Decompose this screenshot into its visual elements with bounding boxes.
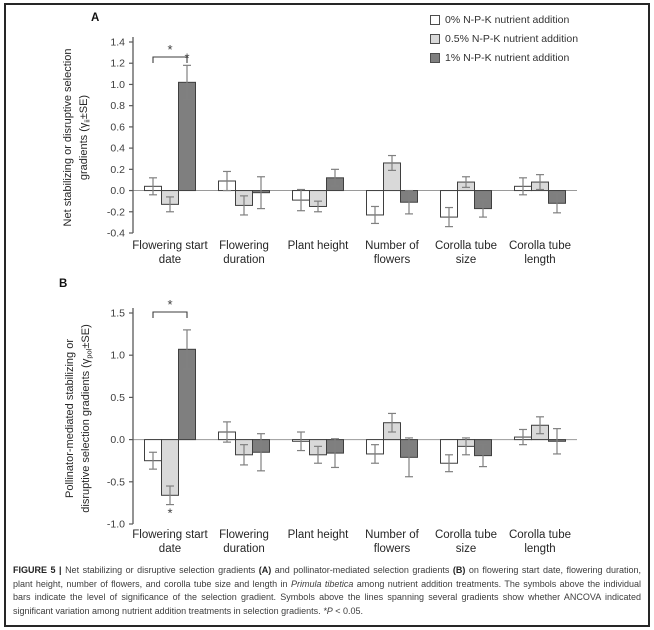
caption-segment: on flowering start date, flowering durat…	[13, 565, 642, 589]
caption-segment: among nutrient addition treatments. The …	[13, 578, 642, 616]
legend-label-05pct: 0.5% N-P-K nutrient addition	[445, 33, 579, 45]
x-category-label: Flowering	[219, 529, 269, 541]
x-category-label: duration	[223, 543, 265, 555]
significance-bracket	[152, 56, 188, 63]
legend-swatch-0pct	[430, 15, 440, 25]
x-category-label: Number of	[365, 529, 419, 541]
y-tick-label: 0.0	[110, 185, 125, 197]
y-tick-label: 1.2	[110, 58, 125, 70]
y-tick-label: -0.4	[107, 228, 125, 240]
legend-item-1pct: 1% N-P-K nutrient addition	[430, 52, 578, 64]
figure-border	[4, 3, 650, 627]
y-tick-label: -1.0	[107, 519, 125, 531]
y-axis-label-line2: disruptive selection gradients (γpol±SE)	[80, 324, 94, 512]
y-tick-label: 1.0	[110, 79, 125, 91]
caption-segment: Primula tibetica	[290, 578, 354, 589]
legend-swatch-05pct	[430, 34, 440, 44]
bracket-asterisk: *	[167, 297, 172, 312]
panel-b-label: B	[59, 278, 68, 290]
x-category-label: Plant height	[288, 529, 350, 541]
legend-label-1pct: 1% N-P-K nutrient addition	[445, 52, 570, 64]
legend-item-05pct: 0.5% N-P-K nutrient addition	[430, 33, 578, 45]
bracket-asterisk: *	[167, 42, 172, 57]
y-axis-label-line1: Pollinator-mediated stabilizing or	[64, 339, 76, 498]
x-category-label: flowers	[374, 254, 411, 266]
y-tick-label: 0.6	[110, 121, 125, 133]
caption-segment: *P	[323, 605, 333, 616]
x-category-label: duration	[223, 254, 265, 266]
y-tick-label: 0.2	[110, 164, 125, 176]
x-category-label: length	[524, 543, 555, 555]
legend-item-0pct: 0% N-P-K nutrient addition	[430, 14, 578, 26]
legend-swatch-1pct	[430, 53, 440, 63]
caption-segment: and pollinator-mediated selection gradie…	[271, 565, 453, 575]
significance-bracket	[152, 311, 188, 318]
caption-segment: Net stabilizing or disruptive selection …	[65, 565, 259, 575]
y-tick-label: 0.4	[110, 143, 125, 155]
x-category-label: Corolla tube	[509, 529, 571, 541]
y-tick-label: 0.5	[110, 392, 125, 404]
chart-legend: 0% N-P-K nutrient addition 0.5% N-P-K nu…	[430, 14, 578, 71]
y-tick-label: -0.5	[107, 476, 125, 488]
y-tick-label: 0.0	[110, 434, 125, 446]
x-category-label: size	[456, 254, 476, 266]
bar-asterisk: *	[167, 506, 172, 521]
x-category-label: Corolla tube	[509, 240, 571, 252]
figure-caption: FIGURE 5 | Net stabilizing or disruptive…	[13, 564, 641, 618]
bar-asterisk: *	[184, 50, 189, 65]
y-tick-label: 1.4	[110, 37, 125, 49]
y-axis-label-line2: gradients (γii±SE)	[78, 95, 92, 180]
y-tick-label: -0.2	[107, 206, 125, 218]
y-tick-label: 1.0	[110, 350, 125, 362]
y-tick-label: 1.5	[110, 308, 125, 320]
caption-segment: FIGURE 5 |	[13, 565, 66, 575]
x-category-label: date	[159, 254, 181, 266]
y-axis-label-line1: Net stabilizing or disruptive selection	[62, 49, 74, 227]
x-category-label: Flowering start	[132, 529, 208, 541]
x-category-label: Number of	[365, 240, 419, 252]
panel-a-label: A	[91, 12, 100, 24]
x-category-label: Flowering start	[132, 240, 208, 252]
x-category-label: Corolla tube	[435, 529, 497, 541]
caption-segment: (B)	[452, 565, 466, 575]
y-tick-label: 0.8	[110, 100, 125, 112]
x-category-label: size	[456, 543, 476, 555]
caption-segment: (A)	[258, 565, 272, 575]
x-category-label: Corolla tube	[435, 240, 497, 252]
x-category-label: length	[524, 254, 555, 266]
x-category-label: Plant height	[288, 240, 350, 252]
caption-segment: < 0.05.	[332, 605, 363, 616]
legend-label-0pct: 0% N-P-K nutrient addition	[445, 14, 570, 26]
x-category-label: flowers	[374, 543, 411, 555]
x-category-label: date	[159, 543, 181, 555]
x-category-label: Flowering	[219, 240, 269, 252]
